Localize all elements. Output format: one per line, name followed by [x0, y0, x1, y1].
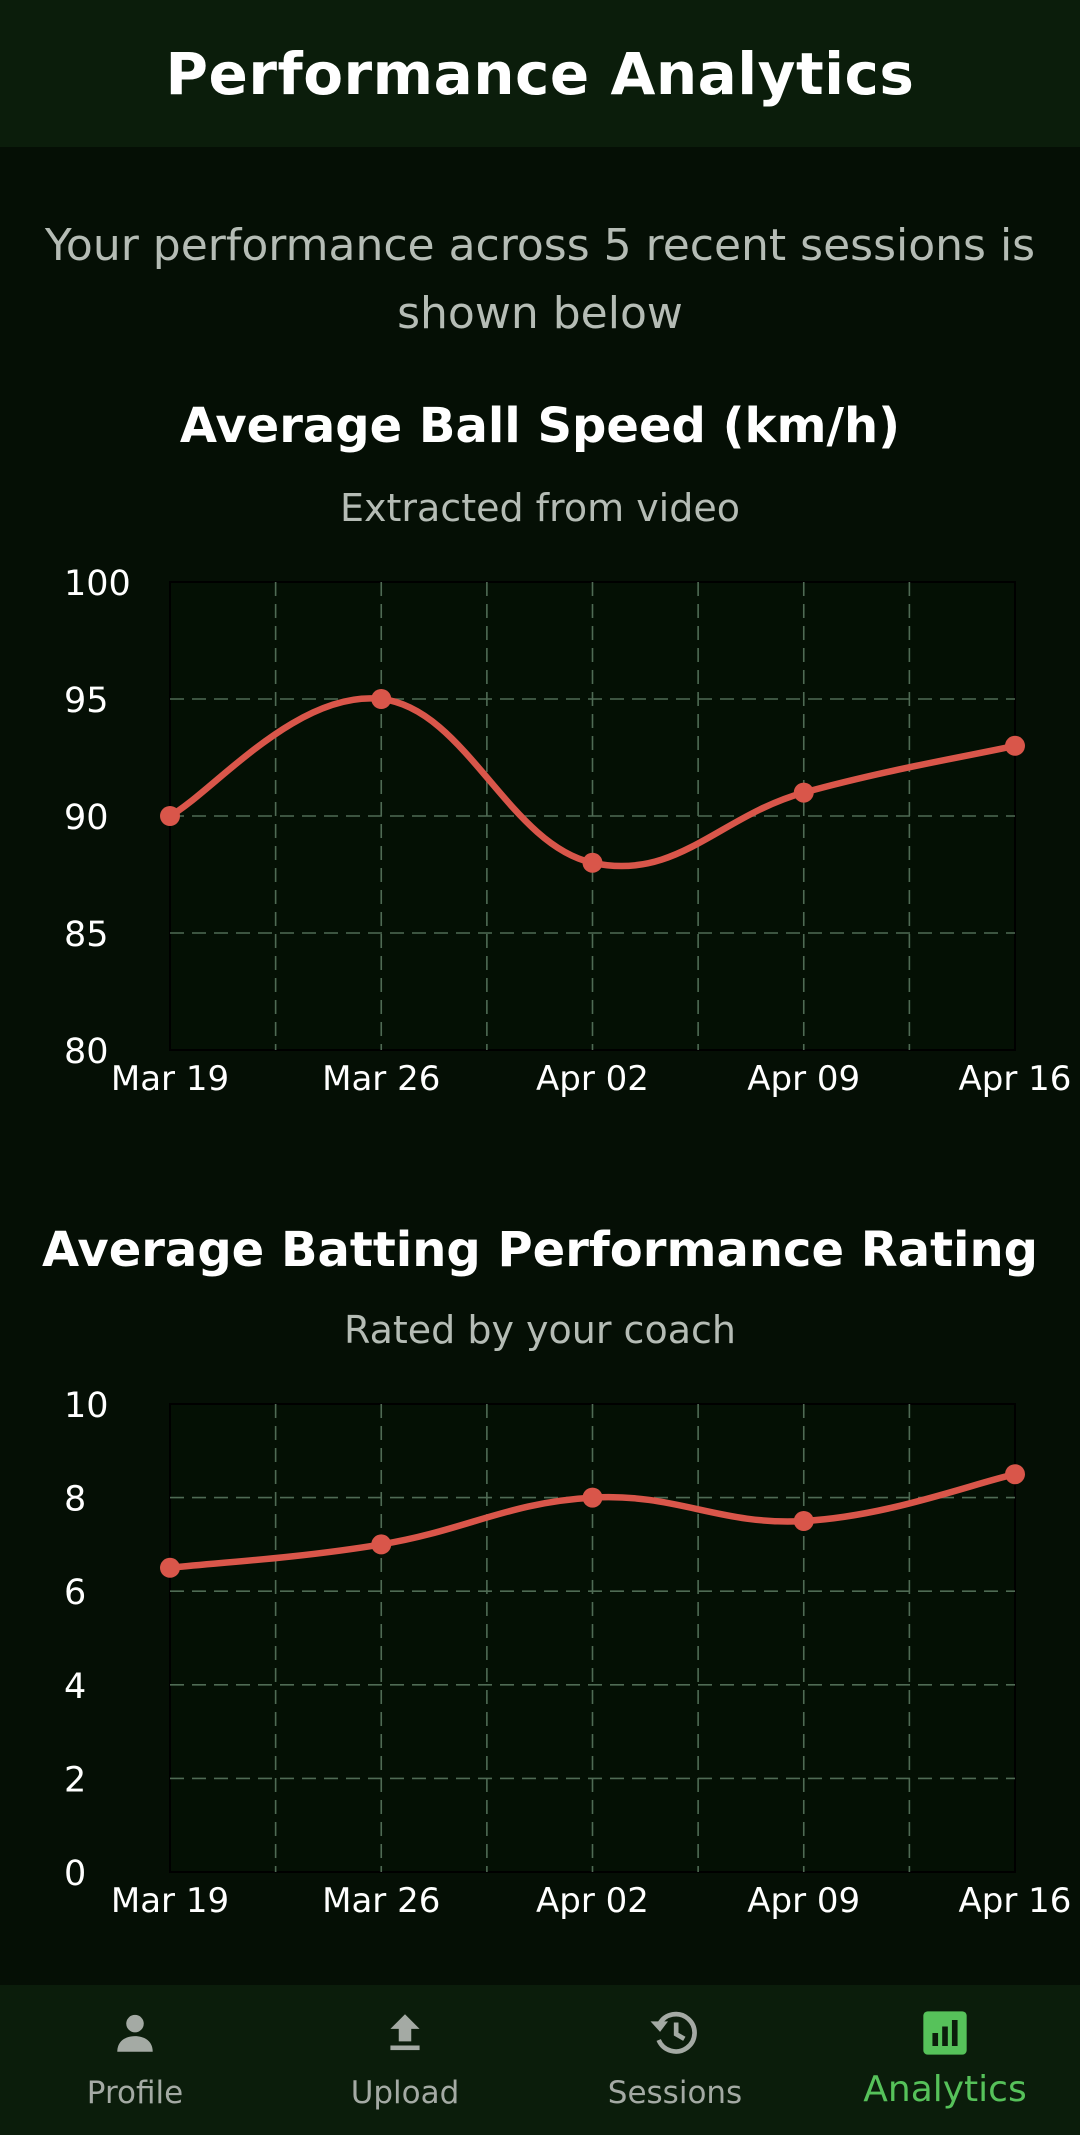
ball-speed-chart-section: Average Ball Speed (km/h) Extracted from… — [0, 390, 1080, 1110]
y-tick-label: 6 — [64, 1573, 86, 1613]
nav-item-profile[interactable]: Profile — [0, 1985, 270, 2135]
nav-label: Upload — [350, 2075, 460, 2111]
y-tick-label: 80 — [64, 1032, 109, 1072]
x-tick-label: Apr 02 — [536, 1881, 649, 1921]
x-tick-label: Mar 19 — [111, 1881, 229, 1921]
y-tick-label: 95 — [64, 681, 109, 721]
batting-rating-chart: 0 2 4 6 8 10 Mar 19 Mar 26 Apr 02 Apr 09 Apr 16 — [64, 1386, 1071, 1921]
x-tick-label: Apr 09 — [747, 1881, 860, 1921]
data-point — [582, 1487, 603, 1508]
y-tick-label: 10 — [64, 1386, 109, 1426]
data-point — [371, 1534, 392, 1555]
data-point — [160, 806, 180, 826]
chart-subtitle: Rated by your coach — [344, 1308, 736, 1352]
person-icon — [107, 2005, 163, 2061]
data-point — [1005, 1464, 1025, 1485]
data-point — [160, 1557, 180, 1578]
y-tick-label: 8 — [64, 1480, 86, 1520]
upload-icon — [377, 2005, 433, 2061]
data-point — [371, 689, 392, 709]
y-tick-label: 85 — [64, 915, 109, 955]
nav-label: Analytics — [863, 2069, 1027, 2110]
data-point — [582, 852, 603, 873]
y-tick-label: 0 — [64, 1854, 86, 1894]
bottom-navigation: Profile Upload Sessions — [0, 1985, 1080, 2135]
chart-title: Average Ball Speed (km/h) — [179, 398, 901, 454]
intro-text: Your performance across 5 recent session… — [44, 220, 1036, 339]
data-point — [1005, 735, 1025, 756]
chart-title: Average Batting Performance Rating — [41, 1222, 1039, 1278]
x-tick-label: Apr 16 — [959, 1881, 1072, 1921]
nav-label: Profile — [86, 2075, 184, 2111]
y-tick-label: 100 — [64, 564, 131, 604]
analytics-icon — [917, 2005, 973, 2061]
ball-speed-chart: 80 85 90 95 100 Mar 19 Mar 26 Apr 02 Apr 09 Apr 1… — [64, 564, 1071, 1099]
nav-item-analytics[interactable]: Analytics — [810, 1985, 1080, 2135]
nav-item-upload[interactable]: Upload — [270, 1985, 540, 2135]
y-tick-label: 4 — [64, 1667, 86, 1707]
y-tick-label: 90 — [64, 798, 109, 838]
nav-item-sessions[interactable]: Sessions — [540, 1985, 810, 2135]
x-tick-label: Mar 26 — [322, 1881, 440, 1921]
chart-subtitle: Extracted from video — [340, 486, 740, 530]
x-tick-label: Apr 09 — [747, 1059, 860, 1099]
nav-label: Sessions — [607, 2075, 743, 2111]
x-tick-label: Mar 19 — [111, 1059, 229, 1099]
data-point — [793, 782, 814, 803]
batting-rating-chart-section: Average Batting Performance Rating Rated… — [0, 1212, 1080, 1932]
x-tick-label: Apr 02 — [536, 1059, 649, 1099]
y-tick-label: 2 — [64, 1760, 86, 1800]
app-header: Performance Analytics — [0, 0, 1080, 147]
data-point — [793, 1511, 814, 1531]
x-tick-label: Apr 16 — [959, 1059, 1072, 1099]
page-title: Performance Analytics — [165, 39, 915, 108]
x-tick-label: Mar 26 — [322, 1059, 440, 1099]
series-line — [166, 695, 1019, 870]
history-icon — [647, 2005, 703, 2061]
